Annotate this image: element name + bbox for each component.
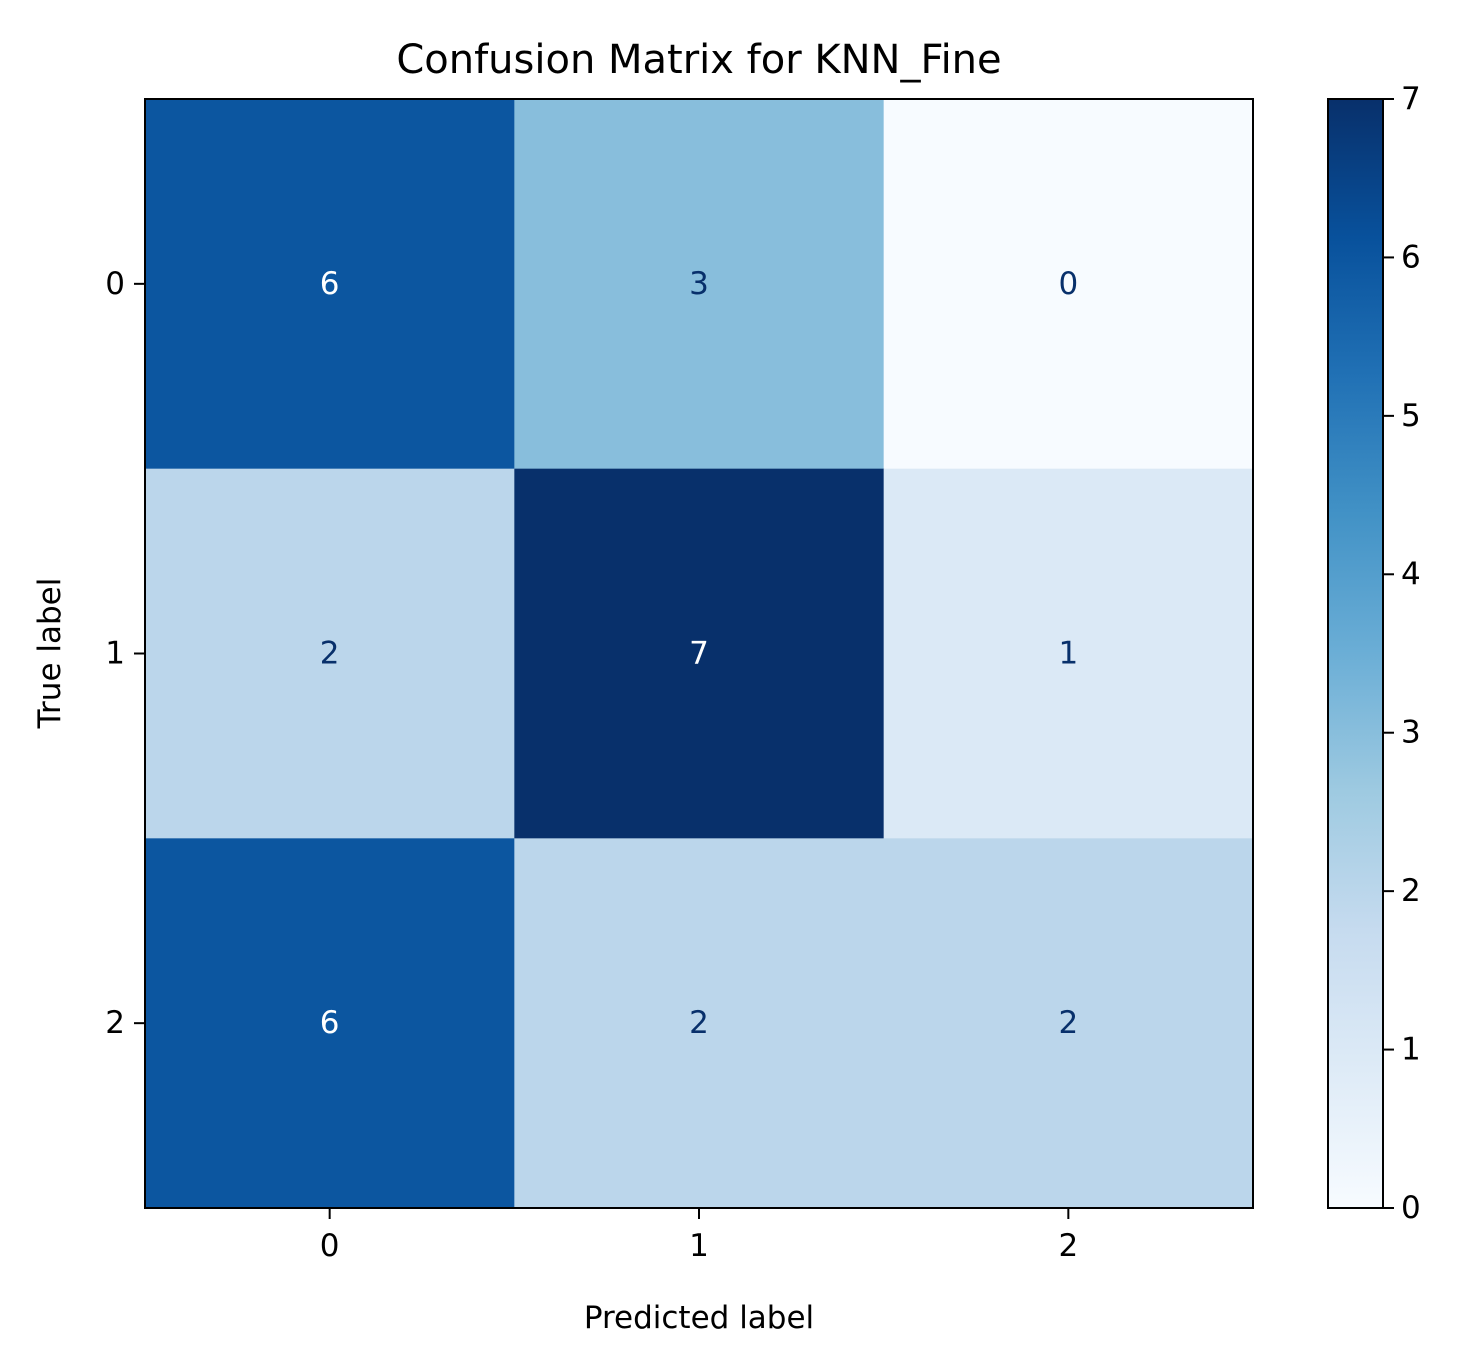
colorbar-tick-label-0: 0 — [1401, 1190, 1421, 1226]
colorbar-tick-label-6: 6 — [1401, 239, 1421, 275]
cell-2-1 — [514, 838, 885, 1209]
cell-1-2 — [883, 468, 1254, 839]
y-tick-label-0: 0 — [105, 266, 125, 302]
cell-1-1 — [514, 468, 885, 839]
x-axis-ticks: 0 1 2 — [320, 1208, 1078, 1264]
x-tick-label-1: 1 — [689, 1228, 709, 1264]
cell-0-1 — [514, 99, 885, 470]
cell-value-0-1: 3 — [689, 266, 709, 302]
colorbar-tick-label-5: 5 — [1401, 398, 1421, 434]
cell-value-2-1: 2 — [689, 1005, 709, 1041]
colorbar-tick-label-3: 3 — [1401, 715, 1421, 751]
cell-2-0 — [145, 838, 515, 1209]
cell-1-0 — [145, 468, 515, 839]
cell-0-0 — [145, 99, 515, 470]
x-tick-label-0: 0 — [320, 1228, 340, 1264]
cell-value-2-0: 6 — [320, 1005, 340, 1041]
cell-2-2 — [883, 838, 1254, 1209]
colorbar-tick-label-7: 7 — [1401, 81, 1421, 117]
colorbar-tick-label-2: 2 — [1401, 873, 1421, 909]
y-tick-label-2: 2 — [105, 1005, 125, 1041]
cell-value-1-2: 1 — [1058, 636, 1078, 672]
cell-value-1-1: 7 — [689, 636, 709, 672]
cell-0-2 — [883, 99, 1254, 470]
colorbar-tick-label-4: 4 — [1401, 556, 1421, 592]
y-tick-label-1: 1 — [105, 636, 125, 672]
chart-title: Confusion Matrix for KNN_Fine — [396, 37, 1001, 83]
colorbar — [1327, 98, 1384, 1209]
x-axis-label: Predicted label — [584, 1300, 814, 1336]
cell-value-2-2: 2 — [1058, 1005, 1078, 1041]
cell-value-0-0: 6 — [320, 266, 340, 302]
cell-value-0-2: 0 — [1058, 266, 1078, 302]
heatmap-cells: 6 3 0 2 7 1 6 2 2 — [145, 99, 1254, 1209]
colorbar-tick-label-1: 1 — [1401, 1032, 1421, 1068]
cell-value-1-0: 2 — [320, 636, 340, 672]
y-axis-label: True label — [32, 578, 68, 730]
x-tick-label-2: 2 — [1058, 1228, 1078, 1264]
colorbar-ticks: 0 1 2 3 4 5 6 7 — [1383, 81, 1421, 1226]
y-axis-ticks: 0 1 2 — [105, 266, 145, 1041]
